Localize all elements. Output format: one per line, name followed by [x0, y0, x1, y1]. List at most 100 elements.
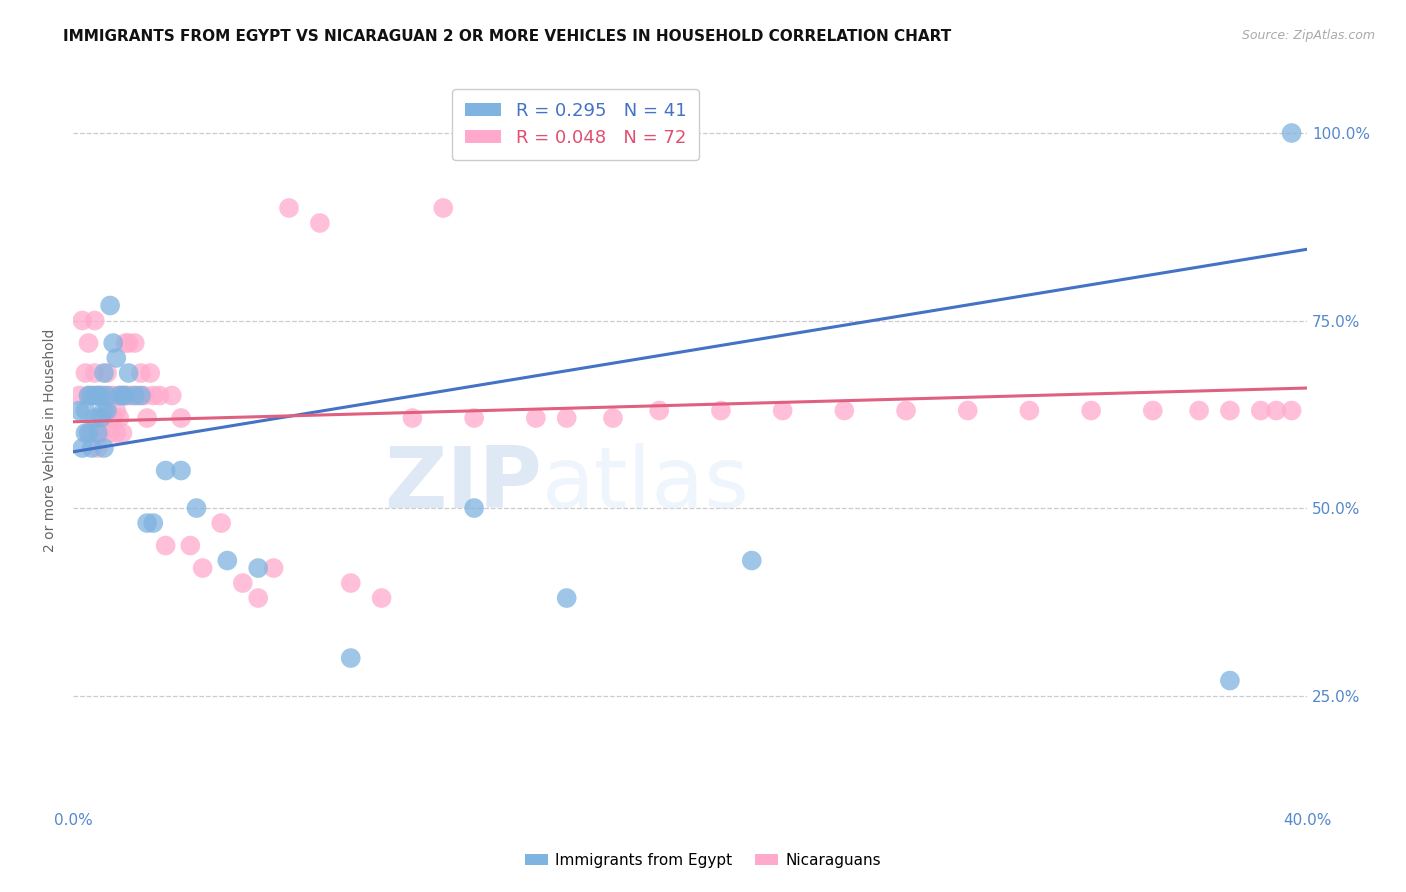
Point: [524, 411, 547, 425]
Point: [77, 336, 100, 351]
Text: atlas: atlas: [541, 443, 749, 526]
Point: [80, 388, 103, 402]
Point: [98, 425, 121, 440]
Point: [111, 388, 134, 402]
Point: [170, 411, 193, 425]
Point: [772, 403, 794, 417]
Point: [142, 388, 165, 402]
Point: [956, 403, 979, 417]
Point: [463, 411, 485, 425]
Point: [136, 516, 159, 530]
Point: [72, 441, 94, 455]
Point: [263, 561, 285, 575]
Y-axis label: 2 or more Vehicles in Household: 2 or more Vehicles in Household: [44, 329, 58, 552]
Point: [191, 561, 214, 575]
Point: [155, 464, 177, 478]
Point: [1281, 126, 1303, 140]
Point: [87, 441, 110, 455]
Point: [339, 576, 361, 591]
Point: [1018, 403, 1040, 417]
Point: [136, 411, 159, 425]
Point: [111, 425, 134, 440]
Point: [75, 366, 97, 380]
Point: [105, 403, 128, 417]
Point: [834, 403, 856, 417]
Point: [129, 388, 152, 402]
Point: [710, 403, 733, 417]
Point: [124, 336, 146, 351]
Point: [103, 411, 125, 425]
Point: [93, 411, 115, 425]
Point: [114, 336, 136, 351]
Point: [83, 388, 105, 402]
Point: [87, 388, 110, 402]
Point: [1265, 403, 1288, 417]
Point: [93, 388, 115, 402]
Point: [75, 425, 97, 440]
Point: [209, 516, 232, 530]
Point: [247, 561, 270, 575]
Point: [108, 388, 131, 402]
Point: [96, 388, 118, 402]
Point: [160, 388, 183, 402]
Point: [80, 425, 103, 440]
Point: [108, 388, 131, 402]
Point: [148, 388, 170, 402]
Legend: Immigrants from Egypt, Nicaraguans: Immigrants from Egypt, Nicaraguans: [519, 847, 887, 873]
Point: [77, 388, 100, 402]
Point: [132, 388, 155, 402]
Text: Source: ZipAtlas.com: Source: ZipAtlas.com: [1241, 29, 1375, 42]
Point: [555, 591, 578, 605]
Point: [309, 216, 332, 230]
Point: [186, 501, 208, 516]
Point: [117, 388, 139, 402]
Point: [90, 388, 112, 402]
Point: [75, 403, 97, 417]
Point: [127, 388, 149, 402]
Point: [170, 464, 193, 478]
Point: [72, 313, 94, 327]
Point: [555, 411, 578, 425]
Point: [741, 553, 763, 567]
Point: [1080, 403, 1102, 417]
Point: [103, 336, 125, 351]
Point: [96, 366, 118, 380]
Point: [278, 201, 301, 215]
Point: [105, 425, 128, 440]
Point: [401, 411, 423, 425]
Point: [87, 388, 110, 402]
Point: [1281, 403, 1303, 417]
Point: [96, 403, 118, 417]
Point: [117, 366, 139, 380]
Point: [1188, 403, 1211, 417]
Point: [121, 388, 143, 402]
Point: [114, 388, 136, 402]
Point: [432, 201, 454, 215]
Point: [370, 591, 392, 605]
Point: [93, 366, 115, 380]
Point: [155, 539, 177, 553]
Point: [114, 388, 136, 402]
Point: [1250, 403, 1272, 417]
Point: [139, 366, 162, 380]
Point: [1219, 403, 1241, 417]
Text: ZIP: ZIP: [384, 443, 541, 526]
Point: [105, 351, 128, 365]
Point: [1219, 673, 1241, 688]
Point: [93, 441, 115, 455]
Point: [90, 425, 112, 440]
Point: [117, 336, 139, 351]
Point: [83, 313, 105, 327]
Point: [108, 411, 131, 425]
Text: IMMIGRANTS FROM EGYPT VS NICARAGUAN 2 OR MORE VEHICLES IN HOUSEHOLD CORRELATION : IMMIGRANTS FROM EGYPT VS NICARAGUAN 2 OR…: [63, 29, 952, 44]
Point: [103, 388, 125, 402]
Point: [247, 591, 270, 605]
Point: [232, 576, 254, 591]
Point: [83, 411, 105, 425]
Point: [90, 411, 112, 425]
Point: [80, 441, 103, 455]
Point: [142, 516, 165, 530]
Point: [77, 388, 100, 402]
Point: [124, 388, 146, 402]
Point: [602, 411, 624, 425]
